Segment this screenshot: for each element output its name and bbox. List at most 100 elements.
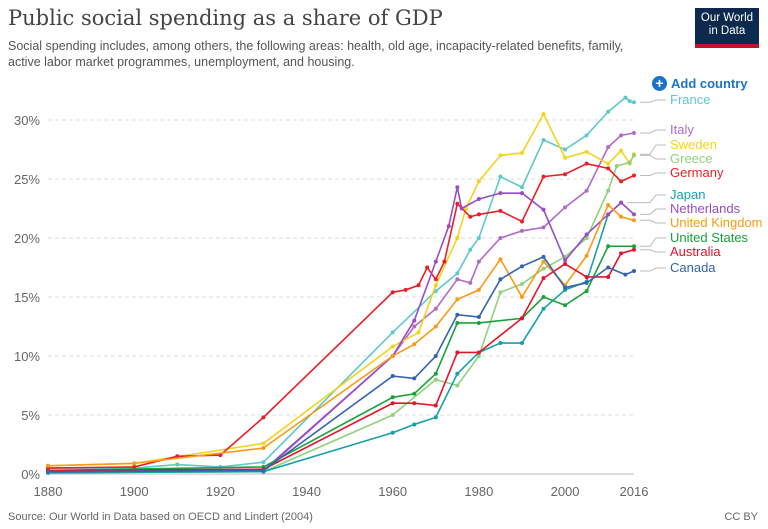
- data-point: [433, 306, 438, 311]
- data-point: [519, 191, 524, 196]
- plus-icon: +: [652, 76, 667, 91]
- data-point: [632, 100, 636, 105]
- legend-connector: [640, 237, 666, 247]
- data-point: [632, 247, 636, 252]
- data-point: [519, 282, 524, 287]
- data-point: [455, 383, 460, 388]
- data-point: [584, 188, 589, 193]
- data-point: [455, 201, 460, 206]
- data-point: [541, 266, 546, 271]
- data-point: [584, 236, 589, 240]
- data-point: [563, 303, 568, 308]
- data-point: [390, 330, 395, 335]
- data-point: [412, 376, 417, 381]
- legend-label[interactable]: Japan: [670, 187, 705, 202]
- data-point: [455, 185, 460, 190]
- data-point: [632, 218, 636, 223]
- data-point: [412, 391, 417, 396]
- data-point: [584, 280, 589, 285]
- x-tick-label: 1920: [206, 484, 235, 499]
- data-point: [468, 280, 473, 285]
- x-tick-label: 1940: [292, 484, 321, 499]
- data-point: [433, 277, 438, 282]
- data-point: [132, 464, 137, 469]
- data-point: [632, 269, 636, 274]
- data-point: [476, 259, 481, 264]
- data-point: [606, 212, 611, 217]
- data-point: [541, 174, 546, 179]
- data-point: [390, 430, 395, 435]
- data-point: [563, 258, 568, 263]
- data-point: [476, 212, 481, 217]
- data-point: [455, 312, 460, 317]
- data-point: [433, 259, 438, 264]
- data-point: [433, 371, 438, 376]
- data-point: [632, 244, 636, 249]
- legend-label[interactable]: Australia: [670, 244, 721, 259]
- data-point: [498, 290, 503, 295]
- legend-label[interactable]: United States: [670, 230, 749, 245]
- data-point: [619, 251, 624, 256]
- legend-connector: [640, 267, 666, 272]
- x-tick-label: 1960: [378, 484, 407, 499]
- data-point: [425, 265, 430, 270]
- data-point: [446, 224, 451, 229]
- series-line-united-kingdom: [47, 203, 635, 467]
- data-point: [416, 283, 421, 288]
- data-point: [519, 228, 524, 233]
- data-point: [476, 179, 481, 184]
- legend-label[interactable]: Italy: [670, 122, 694, 137]
- data-point: [519, 295, 524, 299]
- legend-label[interactable]: Netherlands: [670, 201, 741, 216]
- data-point: [412, 324, 417, 329]
- data-point: [261, 415, 266, 420]
- legend-connector: [640, 208, 666, 215]
- data-point: [433, 403, 438, 408]
- license-link[interactable]: CC BY: [724, 511, 758, 523]
- data-point: [433, 354, 438, 358]
- y-tick-label: 15%: [14, 290, 40, 305]
- legend-label[interactable]: Sweden: [670, 137, 717, 152]
- data-point: [476, 197, 481, 202]
- legend-label[interactable]: Greece: [670, 151, 713, 166]
- data-point: [584, 253, 589, 258]
- legend-connector: [640, 99, 666, 103]
- data-point: [519, 185, 524, 190]
- data-point: [619, 179, 624, 184]
- data-point: [218, 453, 223, 458]
- data-point: [519, 219, 524, 224]
- data-point: [519, 341, 524, 346]
- data-point: [468, 214, 473, 219]
- y-tick-label: 30%: [14, 113, 40, 128]
- data-point: [541, 225, 546, 230]
- data-point: [519, 316, 524, 321]
- y-tick-label: 5%: [21, 408, 40, 423]
- legend-label[interactable]: Germany: [670, 165, 724, 180]
- data-point: [433, 377, 438, 382]
- legend-connector: [640, 249, 666, 253]
- data-point: [606, 145, 611, 150]
- data-point: [606, 166, 611, 171]
- data-point: [459, 206, 464, 211]
- data-point: [584, 274, 589, 279]
- data-point: [498, 208, 503, 213]
- data-point: [455, 371, 460, 376]
- data-point: [563, 261, 568, 266]
- legend-label[interactable]: France: [670, 92, 710, 107]
- series-line-sweden: [47, 112, 635, 467]
- add-country-button[interactable]: + Add country: [652, 76, 748, 91]
- legend-label[interactable]: Canada: [670, 260, 716, 275]
- data-point: [619, 200, 624, 205]
- data-point: [619, 133, 624, 138]
- data-point: [390, 354, 395, 358]
- data-point: [606, 188, 611, 193]
- data-point: [498, 153, 503, 158]
- data-point: [433, 415, 438, 420]
- data-point: [606, 274, 611, 279]
- data-point: [433, 324, 438, 329]
- owid-logo[interactable]: Our World in Data: [695, 8, 759, 48]
- chart-title: Public social spending as a share of GDP: [8, 6, 443, 30]
- add-country-label: Add country: [671, 76, 748, 91]
- legend-label[interactable]: United Kingdom: [670, 215, 763, 230]
- y-tick-label: 0%: [21, 467, 40, 482]
